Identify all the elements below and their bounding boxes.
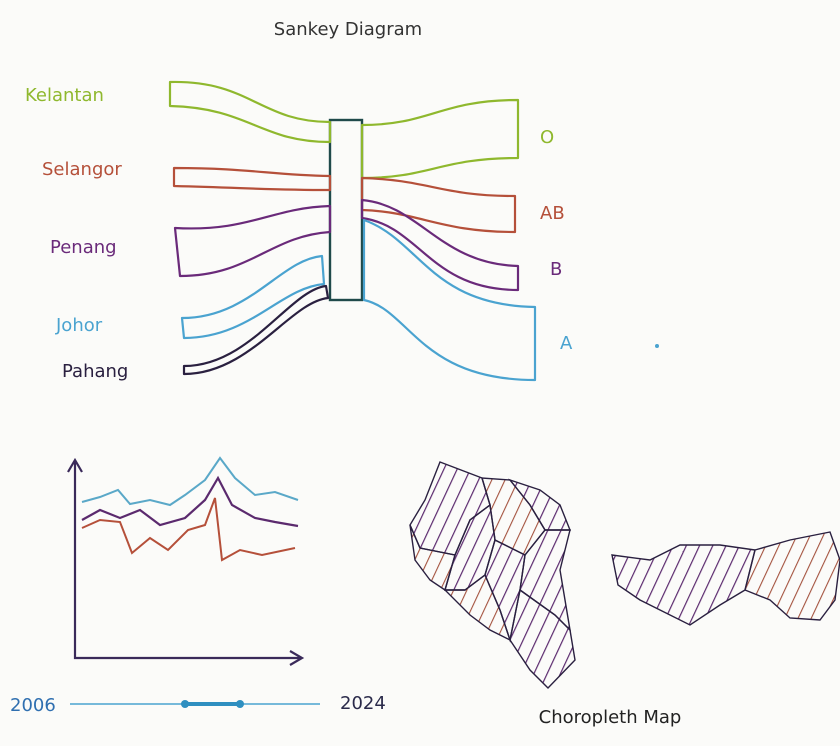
flow [360,176,517,234]
dot [655,344,659,348]
flow [360,198,520,292]
flow [173,204,332,278]
target-label: A [560,333,573,354]
timeline [70,700,320,708]
sankey-title: Sankey Diagram [274,19,422,40]
flow [168,80,332,144]
source-label: Pahang [62,361,128,382]
flow [362,218,537,382]
target-label: O [540,127,554,148]
flow [180,254,326,340]
source-label: Johor [55,315,103,336]
choropleth-sketch [409,461,840,689]
line-chart-sketch [67,456,305,666]
target-label: AB [540,203,565,224]
target-label: B [550,259,562,280]
map-title: Choropleth Map [539,707,682,728]
sankey-diagram [168,80,537,382]
source-label: Selangor [42,159,122,180]
source-label: Penang [50,237,117,258]
timeline-start: 2006 [10,695,56,716]
source-label: Kelantan [25,85,104,106]
flow [172,166,332,192]
flow [182,284,330,376]
flow [360,98,520,180]
timeline-end: 2024 [340,693,386,714]
